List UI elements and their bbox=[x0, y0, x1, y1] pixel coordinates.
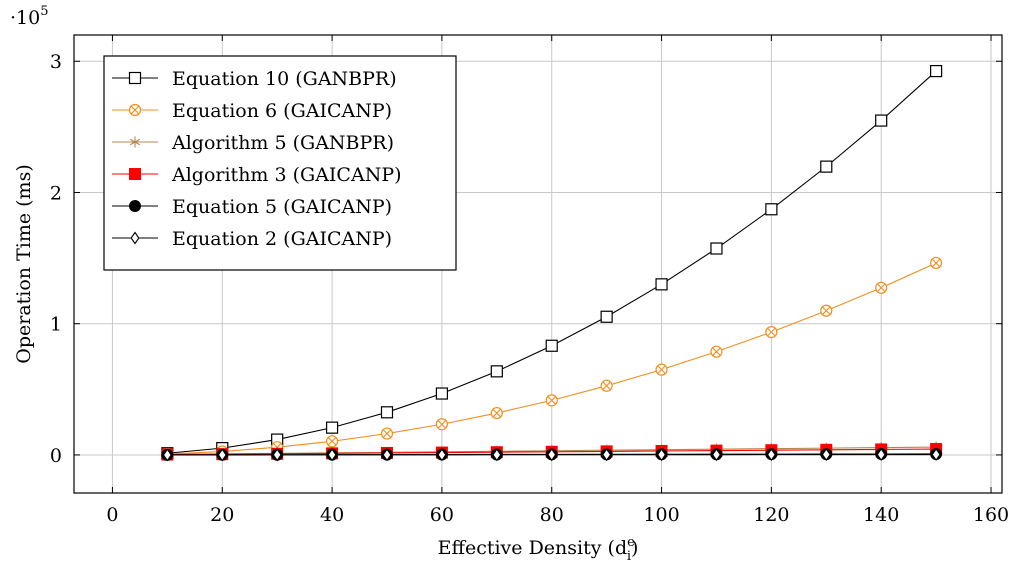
data-point bbox=[327, 448, 337, 462]
data-point bbox=[382, 448, 392, 462]
data-point bbox=[162, 448, 172, 462]
x-tick-label: 80 bbox=[540, 504, 564, 526]
data-point bbox=[490, 406, 503, 420]
legend-swatch-marker bbox=[129, 136, 141, 148]
data-point bbox=[217, 448, 227, 462]
data-point bbox=[435, 387, 449, 400]
x-tick-label: 60 bbox=[430, 504, 454, 526]
x-tick-label: 120 bbox=[753, 504, 789, 526]
data-point bbox=[875, 114, 888, 127]
data-point bbox=[380, 406, 394, 419]
data-point bbox=[820, 160, 833, 173]
data-point bbox=[437, 448, 447, 462]
data-point bbox=[876, 448, 886, 462]
data-point bbox=[711, 448, 721, 462]
data-point bbox=[875, 281, 888, 294]
data-point bbox=[545, 394, 558, 407]
legend-entry: Algorithm 3 (GAICANP) bbox=[112, 164, 402, 186]
y-tick-label: 0 bbox=[50, 445, 62, 467]
data-point bbox=[602, 448, 612, 462]
data-point bbox=[435, 418, 449, 431]
data-point bbox=[655, 278, 668, 291]
data-point bbox=[492, 448, 502, 462]
x-tick-label: 100 bbox=[643, 504, 679, 526]
legend-entry: Equation 2 (GAICANP) bbox=[112, 228, 392, 250]
x-tick-label: 140 bbox=[863, 504, 899, 526]
data-point bbox=[547, 448, 557, 462]
plot-frame bbox=[73, 34, 1003, 494]
data-point bbox=[710, 345, 723, 358]
legend-swatch-marker bbox=[129, 200, 141, 212]
legend-label: Algorithm 3 (GAICANP) bbox=[171, 164, 402, 186]
x-tick-label: 0 bbox=[106, 504, 118, 526]
data-point bbox=[380, 427, 394, 440]
x-axis-ticks: 0 20 40 60 80 100 120 140 160 bbox=[106, 35, 1009, 526]
legend-items: Equation 10 (GANBPR) Equation 6 (GAICANP)… bbox=[112, 68, 402, 250]
y-exponent-label: ·105 bbox=[10, 4, 49, 29]
legend-swatch-marker bbox=[128, 103, 142, 117]
x-axis-label-main: Effective Density (d bbox=[438, 537, 628, 559]
data-point bbox=[766, 448, 776, 462]
legend-label: Algorithm 5 (GANBPR) bbox=[171, 132, 394, 154]
data-point bbox=[820, 304, 833, 317]
data-point bbox=[545, 339, 558, 352]
legend-label: Equation 6 (GAICANP) bbox=[172, 100, 392, 122]
legend-swatch-marker bbox=[128, 71, 142, 85]
y-axis-label: Operation Time (ms) bbox=[13, 164, 35, 363]
y-exponent-base: ·10 bbox=[10, 7, 40, 29]
legend-entry: Equation 5 (GAICANP) bbox=[112, 196, 392, 218]
series-2 bbox=[161, 256, 943, 461]
data-point bbox=[325, 421, 339, 434]
y-exponent-power: 5 bbox=[40, 4, 48, 19]
data-point bbox=[490, 365, 503, 378]
data-point bbox=[600, 310, 613, 323]
x-tick-label: 20 bbox=[210, 504, 234, 526]
x-tick-label: 40 bbox=[320, 504, 344, 526]
data-point bbox=[930, 256, 943, 270]
legend-swatch-marker bbox=[129, 168, 141, 180]
x-axis-label: Effective Density (de i) bbox=[438, 535, 639, 564]
data-point bbox=[272, 448, 282, 462]
data-point bbox=[710, 242, 723, 255]
x-axis-label-sub: i bbox=[627, 549, 631, 564]
data-point bbox=[930, 64, 943, 78]
legend-entry: Equation 6 (GAICANP) bbox=[112, 100, 392, 122]
data-point bbox=[765, 326, 778, 339]
legend-entry: Equation 10 (GANBPR) bbox=[112, 68, 397, 90]
data-point bbox=[600, 379, 613, 392]
data-point bbox=[655, 363, 668, 376]
data-point bbox=[657, 448, 667, 462]
series-1 bbox=[161, 64, 943, 460]
y-tick-label: 2 bbox=[50, 182, 62, 204]
data-point bbox=[325, 435, 339, 448]
series-6 bbox=[162, 448, 941, 462]
legend-box bbox=[103, 55, 457, 271]
x-tick-label: 160 bbox=[973, 504, 1009, 526]
data-point bbox=[931, 448, 941, 462]
legend-label: Equation 5 (GAICANP) bbox=[172, 196, 392, 218]
y-tick-label: 3 bbox=[50, 51, 62, 73]
series-layer bbox=[161, 64, 943, 462]
y-axis-ticks: 0 1 2 3 bbox=[50, 51, 1002, 467]
x-axis-label-close: ) bbox=[631, 537, 638, 559]
legend: Equation 10 (GANBPR) Equation 6 (GAICANP)… bbox=[103, 55, 457, 271]
legend-label: Equation 2 (GAICANP) bbox=[172, 228, 392, 250]
y-tick-label: 1 bbox=[50, 314, 62, 336]
legend-label: Equation 10 (GANBPR) bbox=[172, 68, 397, 90]
x-axis-label-sup: e bbox=[627, 535, 635, 550]
data-point bbox=[821, 448, 831, 462]
data-point bbox=[765, 203, 778, 216]
legend-entry: Algorithm 5 (GANBPR) bbox=[112, 132, 394, 154]
legend-swatch-marker bbox=[130, 231, 140, 245]
